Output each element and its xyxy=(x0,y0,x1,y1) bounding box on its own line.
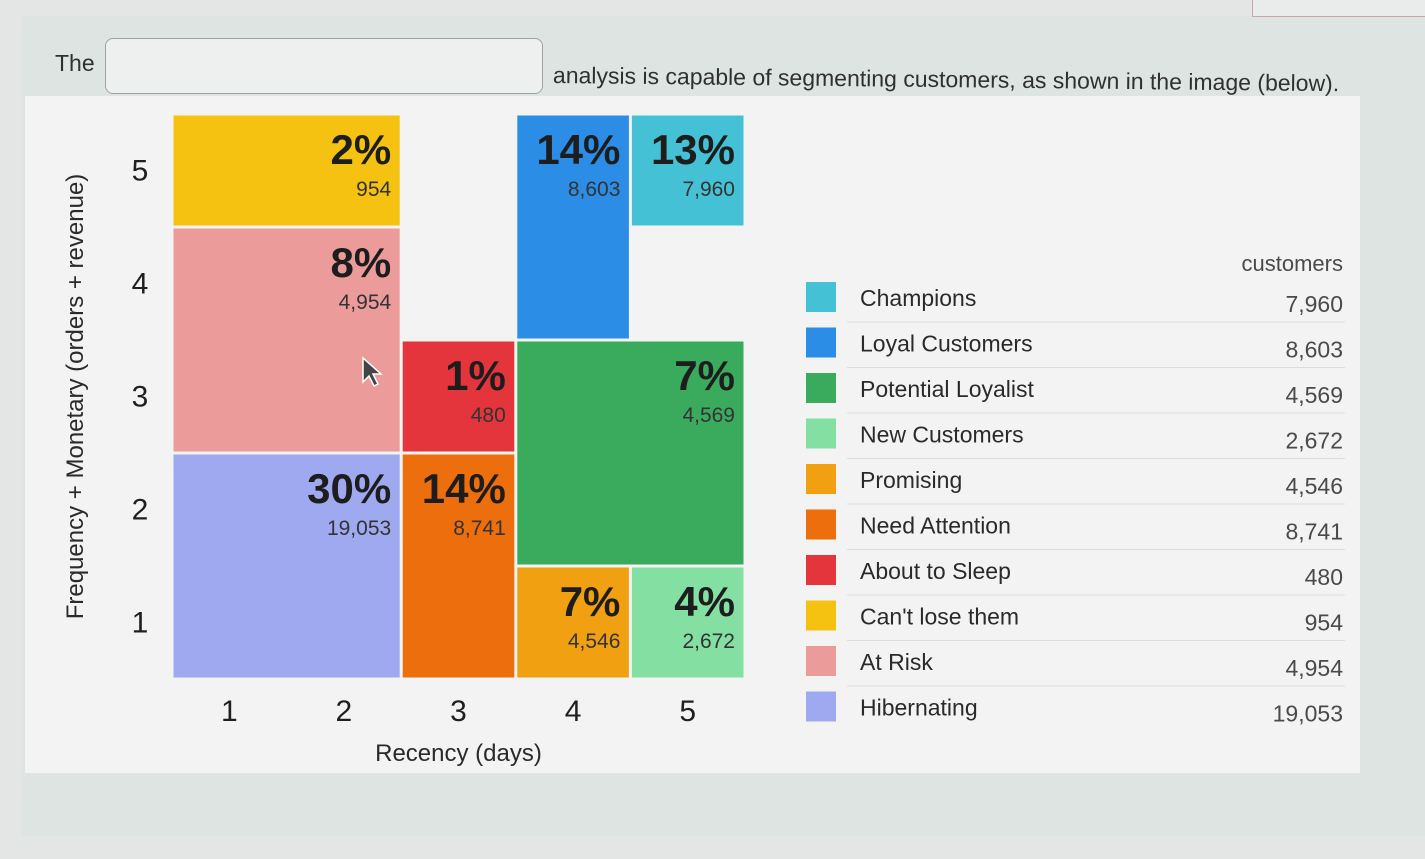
segment-count-potential-loyalist: 4,569 xyxy=(682,404,735,427)
legend-label-about-to-sleep: About to Sleep xyxy=(860,558,1011,584)
legend-label-promising: Promising xyxy=(860,467,962,493)
segment-cell-new-customers xyxy=(631,567,744,678)
top-right-field[interactable] xyxy=(1252,0,1425,17)
legend-swatch-about-to-sleep xyxy=(806,555,836,585)
y-axis-label: Frequency + Monetary (orders + revenue) xyxy=(62,174,89,620)
segment-cell-at-risk xyxy=(173,228,400,452)
segment-pct-loyal-customers: 14% xyxy=(536,126,620,173)
rfm-chart-panel: 13% 7,960 14% 8,603 7% 4,569 4% 2,672 7% 4,546 14%… xyxy=(25,96,1360,773)
answer-blank-input[interactable] xyxy=(105,38,543,94)
legend-label-at-risk: At Risk xyxy=(860,649,933,675)
segment-pct-need-attention: 14% xyxy=(422,465,506,512)
question-prefix: The xyxy=(55,50,95,76)
legend-value-need-attention: 8,741 xyxy=(1285,519,1343,545)
segment-cell-potential-loyalist xyxy=(517,341,744,565)
legend-label-need-attention: Need Attention xyxy=(860,513,1011,539)
segment-count-hibernating: 19,053 xyxy=(327,517,391,540)
x-tick-label: 2 xyxy=(336,695,353,728)
x-tick-label: 4 xyxy=(565,695,582,728)
segment-count-can-t-lose-them: 954 xyxy=(356,178,391,201)
legend-value-loyal-customers: 8,603 xyxy=(1285,337,1343,363)
segment-cell-hibernating xyxy=(173,454,400,678)
legend-swatch-can-t-lose-them xyxy=(806,600,836,631)
x-tick-label: 1 xyxy=(221,695,238,728)
segment-cell-champions xyxy=(631,115,744,226)
legend-value-potential-loyalist: 4,569 xyxy=(1285,382,1343,408)
legend-swatch-new-customers xyxy=(806,418,836,449)
segment-count-need-attention: 8,741 xyxy=(453,517,506,540)
legend-value-can-t-lose-them: 954 xyxy=(1305,610,1344,636)
segment-count-at-risk: 4,954 xyxy=(339,291,392,314)
segment-cell-promising xyxy=(517,567,629,678)
segment-cell-loyal-customers xyxy=(517,115,629,339)
x-axis-label: Recency (days) xyxy=(375,740,542,767)
legend-value-new-customers: 2,672 xyxy=(1285,428,1343,454)
x-tick-label: 3 xyxy=(450,695,467,728)
y-tick-label: 2 xyxy=(132,494,149,527)
y-tick-label: 5 xyxy=(132,155,149,188)
segment-count-loyal-customers: 8,603 xyxy=(568,178,621,201)
segment-pct-promising: 7% xyxy=(560,578,621,625)
x-tick-label: 5 xyxy=(679,695,696,728)
y-tick-label: 4 xyxy=(132,268,149,301)
segment-pct-at-risk: 8% xyxy=(330,239,391,286)
legend-value-hibernating: 19,053 xyxy=(1273,701,1343,727)
legend-value-promising: 4,546 xyxy=(1285,473,1343,499)
y-tick-label: 1 xyxy=(132,607,149,640)
legend-label-can-t-lose-them: Can't lose them xyxy=(860,604,1019,630)
segment-pct-potential-loyalist: 7% xyxy=(674,352,735,399)
legend-label-hibernating: Hibernating xyxy=(860,695,978,721)
legend-value-about-to-sleep: 480 xyxy=(1305,564,1343,590)
legend-value-champions: 7,960 xyxy=(1285,291,1343,317)
legend-swatch-need-attention xyxy=(806,509,836,540)
question-prompt: The analysis is capable of segmenting cu… xyxy=(0,0,1425,100)
segment-pct-can-t-lose-them: 2% xyxy=(330,126,391,173)
rfm-segmentation-chart: 13% 7,960 14% 8,603 7% 4,569 4% 2,672 7% 4,546 14%… xyxy=(62,115,1345,767)
legend-label-potential-loyalist: Potential Loyalist xyxy=(860,376,1034,402)
segment-pct-champions: 13% xyxy=(651,126,735,173)
cursor-arrow-icon xyxy=(362,356,383,388)
legend-label-champions: Champions xyxy=(860,285,976,311)
legend-swatch-hibernating xyxy=(806,691,836,722)
question-suffix: analysis is capable of segmenting custom… xyxy=(552,62,1340,97)
legend-swatch-champions xyxy=(806,282,836,312)
segment-cell-can-t-lose-them xyxy=(173,115,400,226)
legend-value-at-risk: 4,954 xyxy=(1285,655,1343,681)
segment-pct-about-to-sleep: 1% xyxy=(445,352,506,399)
legend-label-new-customers: New Customers xyxy=(860,422,1024,448)
legend-header: customers xyxy=(1242,251,1343,276)
segment-pct-new-customers: 4% xyxy=(674,578,735,625)
legend-label-loyal-customers: Loyal Customers xyxy=(860,331,1033,357)
legend-swatch-potential-loyalist xyxy=(806,373,836,403)
segment-count-promising: 4,546 xyxy=(568,630,621,653)
legend-swatch-at-risk xyxy=(806,646,836,676)
legend-swatch-loyal-customers xyxy=(806,327,836,358)
segment-count-champions: 7,960 xyxy=(682,178,735,201)
legend-swatch-promising xyxy=(806,464,836,494)
segment-count-about-to-sleep: 480 xyxy=(471,404,506,427)
segment-count-new-customers: 2,672 xyxy=(682,630,735,653)
segment-pct-hibernating: 30% xyxy=(307,465,391,512)
segment-cell-need-attention xyxy=(402,454,515,678)
y-tick-label: 3 xyxy=(132,381,149,414)
segment-cell-about-to-sleep xyxy=(402,341,515,452)
